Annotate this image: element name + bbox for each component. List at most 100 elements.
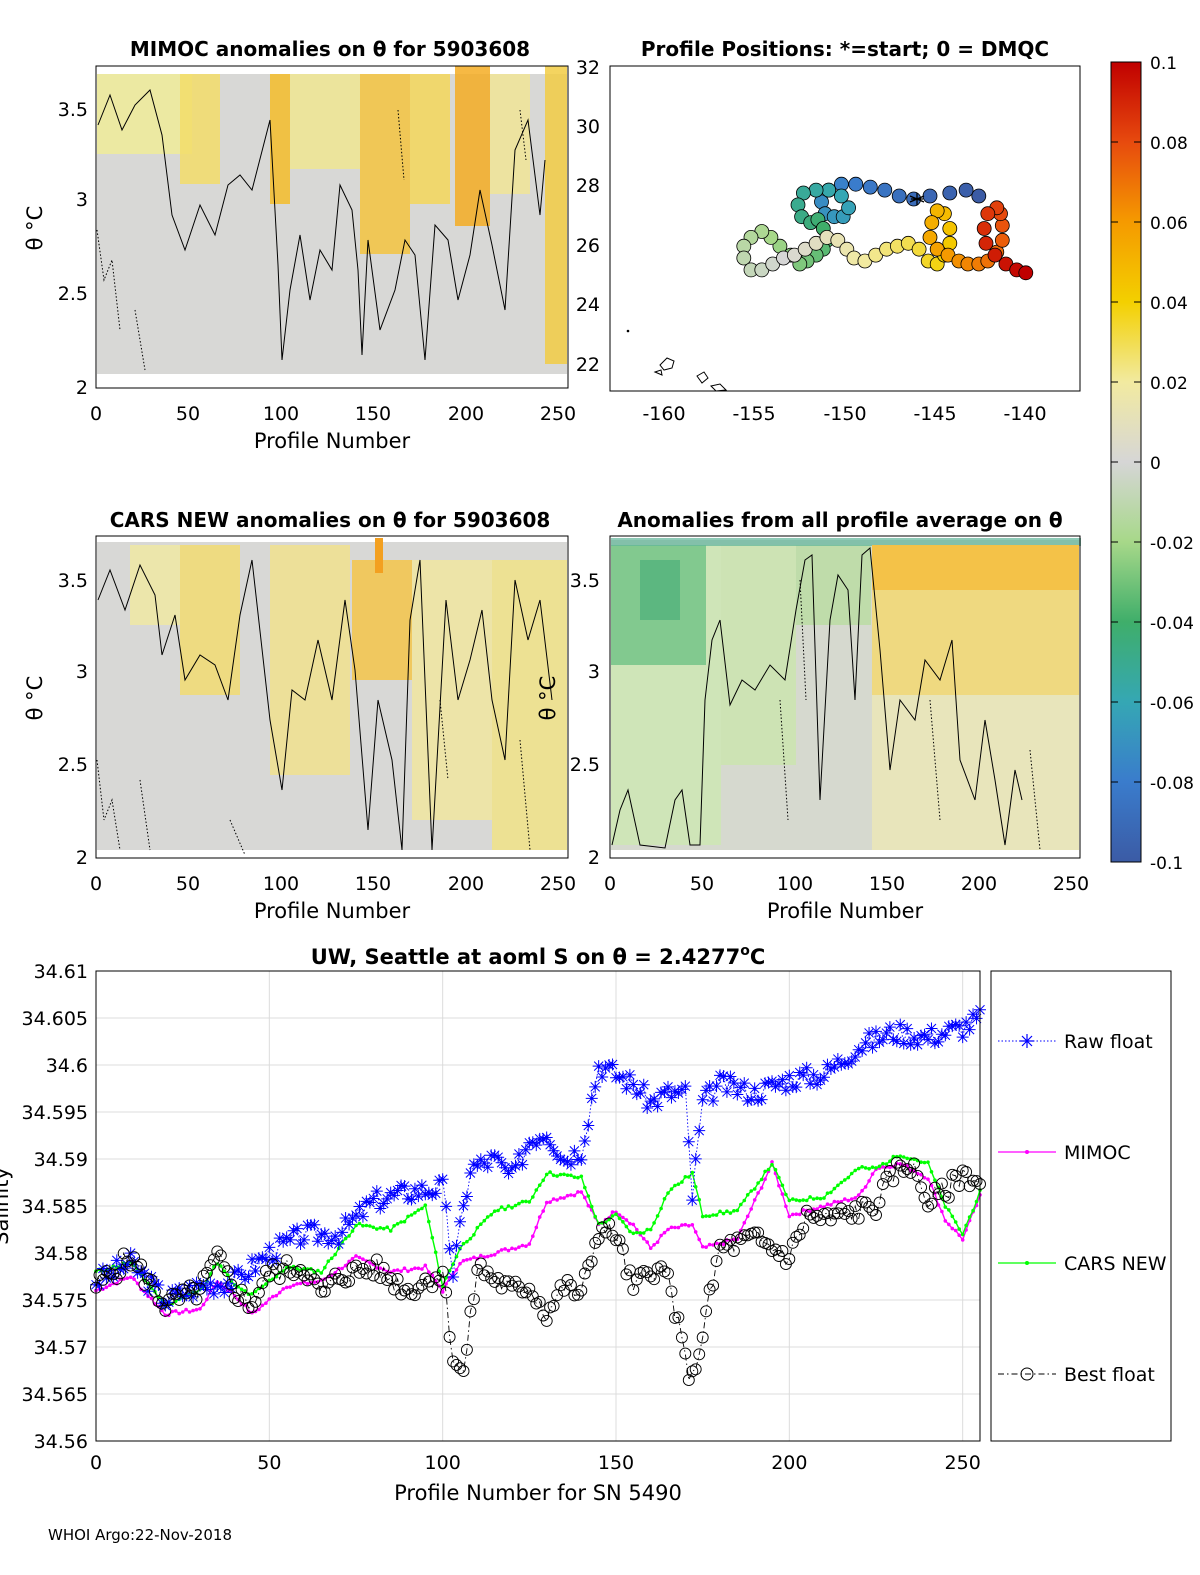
series-cars-point	[295, 1267, 299, 1271]
series-cars-point	[687, 1175, 691, 1179]
series-best-point	[644, 1270, 657, 1283]
series-raw-point	[246, 1253, 258, 1266]
series-raw-point	[169, 1287, 182, 1300]
series-best-point	[117, 1247, 130, 1260]
series-raw-point	[374, 1202, 387, 1215]
series-raw-point	[311, 1235, 324, 1248]
salinity-xtick: 150	[598, 1452, 634, 1474]
series-raw-point	[835, 1058, 848, 1071]
series-best-point	[433, 1274, 446, 1287]
series-mimoc-point	[454, 1268, 459, 1272]
series-raw-point	[634, 1087, 647, 1100]
series-mimoc-point	[919, 1172, 923, 1177]
series-best-point	[686, 1365, 699, 1378]
series-cars-point	[357, 1221, 362, 1226]
series-best-point	[318, 1285, 331, 1298]
series-raw-point	[506, 1161, 518, 1174]
series-raw-point	[630, 1088, 643, 1101]
colorbar-tick-label: 0.06	[1150, 214, 1188, 234]
colorbar-tick-label: -0.08	[1150, 774, 1194, 794]
positions-xtick: -140	[1003, 403, 1046, 425]
series-cars-point	[742, 1198, 747, 1203]
series-best-point	[391, 1273, 404, 1285]
series-cars-point	[825, 1191, 830, 1195]
series-mimoc-point	[132, 1277, 136, 1281]
series-cars-point	[368, 1224, 372, 1228]
series-mimoc-point	[399, 1269, 403, 1274]
series-cars-point	[898, 1154, 903, 1158]
allprof-panel: Anomalies from all profile average on θ …	[536, 508, 1089, 923]
salinity-ytick: 34.57	[34, 1337, 88, 1359]
series-mimoc-point	[666, 1227, 670, 1232]
island-maui	[696, 371, 709, 384]
series-mimoc-point	[257, 1307, 261, 1312]
series-best-point	[571, 1288, 584, 1301]
series-mimoc-point	[395, 1268, 400, 1272]
series-raw-point	[93, 1279, 106, 1292]
series-cars-point	[707, 1214, 712, 1218]
series-mimoc-point	[537, 1215, 542, 1219]
series-best-point	[967, 1174, 980, 1187]
series-raw-point	[790, 1081, 803, 1094]
series-raw-point	[464, 1166, 477, 1179]
series-raw-point	[686, 1194, 699, 1207]
series-best-point	[824, 1214, 837, 1227]
salinity-axes-box	[95, 970, 981, 1442]
series-best-point	[603, 1217, 616, 1230]
series-mimoc-point	[378, 1266, 383, 1270]
series-raw-point	[824, 1063, 837, 1076]
series-cars-point	[468, 1236, 473, 1241]
salinity-xlabel: Profile Number for SN 5490	[394, 1481, 682, 1505]
series-cars-point	[305, 1267, 310, 1271]
series-raw-point	[714, 1069, 726, 1082]
series-cars-point	[860, 1165, 864, 1169]
salinity-ytick: 34.56	[34, 1431, 88, 1453]
series-raw-point	[658, 1086, 671, 1099]
series-raw-point	[450, 1239, 463, 1252]
series-cars-point	[652, 1221, 656, 1225]
series-best-point	[599, 1226, 612, 1239]
series-mimoc-point	[517, 1245, 521, 1249]
salinity-title: UW, Seattle at aoml S on θ = 2.4277oC	[311, 943, 766, 969]
series-raw-point	[644, 1095, 657, 1108]
track-point	[877, 182, 893, 198]
series-raw-point	[623, 1068, 636, 1081]
series-raw-point	[689, 1152, 702, 1165]
cars-xtick: 250	[540, 873, 576, 895]
series-mimoc-point	[752, 1198, 757, 1202]
positions-xtick: -155	[732, 403, 775, 425]
series-best-point	[800, 1204, 813, 1217]
series-best-point	[488, 1275, 501, 1288]
series-raw-point	[904, 1038, 917, 1051]
series-best-point	[356, 1262, 369, 1275]
series-best-point	[159, 1304, 172, 1317]
series-cars-point	[548, 1170, 552, 1174]
track-point	[821, 182, 837, 198]
series-best-point	[942, 1191, 955, 1204]
series-mimoc-point	[125, 1276, 129, 1280]
series-raw-point	[558, 1154, 570, 1167]
series-cars-point	[881, 1161, 885, 1166]
series-cars-point	[648, 1227, 653, 1232]
series-raw-point	[620, 1082, 633, 1095]
series-mimoc-point	[281, 1287, 286, 1291]
series-mimoc-point	[510, 1246, 514, 1251]
series-mimoc-point	[704, 1245, 708, 1249]
series-raw-point	[436, 1173, 449, 1186]
series-raw-point	[807, 1068, 820, 1081]
series-raw-point	[554, 1153, 567, 1166]
series-best-point	[627, 1283, 640, 1296]
series-cars-point	[361, 1224, 365, 1228]
series-raw-point	[582, 1119, 595, 1132]
series-cars-point	[465, 1239, 469, 1244]
track-point	[978, 235, 994, 251]
series-raw-point	[783, 1069, 796, 1082]
series-mimoc-point	[617, 1213, 622, 1217]
island-nihoa	[626, 329, 630, 333]
mimoc-bottom-strip	[97, 364, 567, 374]
series-best-point	[935, 1177, 948, 1190]
series-best-point	[890, 1156, 903, 1169]
series-raw-point	[492, 1151, 505, 1164]
series-best-point	[863, 1200, 876, 1213]
mimoc-xtick: 0	[90, 403, 102, 425]
